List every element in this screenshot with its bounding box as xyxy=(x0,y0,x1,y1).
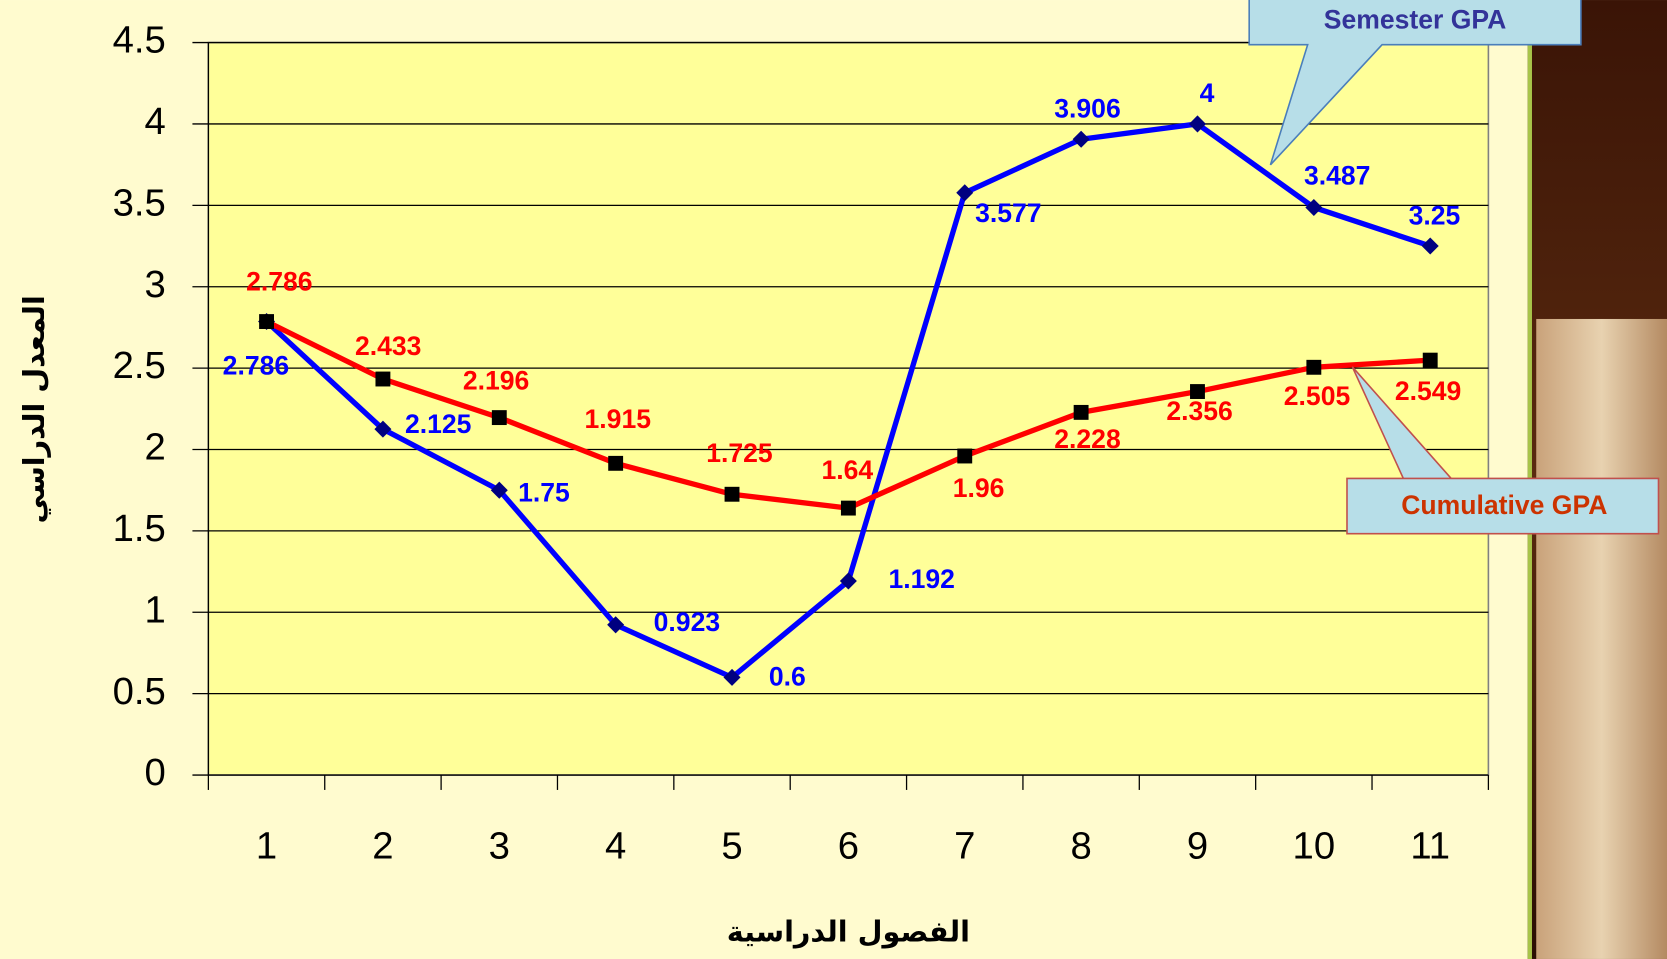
x-tick-label: 5 xyxy=(721,825,742,868)
value-label: 1.96 xyxy=(953,473,1005,503)
value-label: 1.64 xyxy=(821,455,873,485)
value-label: 0.923 xyxy=(654,607,720,637)
y-tick-label: 4 xyxy=(145,100,166,143)
y-tick-label: 0.5 xyxy=(113,670,166,713)
value-label: 0.6 xyxy=(769,661,806,691)
y-tick-label: 1.5 xyxy=(113,507,166,550)
y-tick-label: 3 xyxy=(145,263,166,306)
marker xyxy=(375,372,390,387)
value-label: 3.25 xyxy=(1409,200,1461,230)
series-name: Semester GPA xyxy=(1324,4,1507,34)
y-tick-label: 2.5 xyxy=(113,344,166,387)
value-label: 2.786 xyxy=(223,350,289,380)
x-tick-label: 6 xyxy=(838,825,859,868)
y-axis-title: المعدل الدراسي xyxy=(17,295,51,523)
marker xyxy=(492,410,507,425)
value-label: 2.125 xyxy=(405,409,472,439)
x-tick-label: 2 xyxy=(372,825,393,868)
value-label: 2.196 xyxy=(463,366,529,396)
x-tick-label: 10 xyxy=(1293,825,1336,868)
marker xyxy=(608,456,623,471)
value-label: 4 xyxy=(1200,78,1215,108)
value-label: 1.725 xyxy=(706,438,773,468)
y-tick-label: 2 xyxy=(145,426,166,469)
value-label: 2.228 xyxy=(1054,424,1120,454)
x-tick-label: 11 xyxy=(1410,825,1450,868)
value-label: 2.433 xyxy=(355,331,421,361)
value-label: 2.786 xyxy=(246,266,312,296)
value-label: 3.487 xyxy=(1304,161,1370,191)
x-axis-title: الفصول الدراسية xyxy=(727,914,970,948)
value-label: 2.356 xyxy=(1166,396,1232,426)
marker xyxy=(1423,353,1438,368)
value-label: 2.505 xyxy=(1284,381,1351,411)
x-tick-label: 3 xyxy=(489,825,510,868)
x-tick-label: 8 xyxy=(1070,825,1091,868)
y-tick-label: 4.5 xyxy=(113,19,166,62)
y-tick-label: 1 xyxy=(145,588,166,631)
marker xyxy=(841,501,856,516)
value-label: 3.906 xyxy=(1054,94,1120,124)
marker xyxy=(1306,360,1321,375)
value-label: 1.192 xyxy=(888,564,954,594)
marker xyxy=(957,449,972,464)
value-label: 1.915 xyxy=(585,404,652,434)
x-tick-label: 7 xyxy=(954,825,975,868)
value-label: 3.577 xyxy=(975,198,1041,228)
photo-tower xyxy=(1536,319,1667,959)
y-tick-label: 3.5 xyxy=(113,181,166,224)
value-label: 1.75 xyxy=(518,477,570,507)
marker xyxy=(725,487,740,502)
marker xyxy=(1074,405,1089,420)
series-name: Cumulative GPA xyxy=(1401,490,1607,520)
page: 2.786 2.125 1.75 0.923 0.6 1.192 3.577 3.906 4 3.… xyxy=(0,0,1667,959)
y-tick-label: 0 xyxy=(145,751,166,794)
x-tick-label: 9 xyxy=(1187,825,1208,868)
value-label: 2.549 xyxy=(1395,376,1461,406)
marker xyxy=(259,314,274,329)
chart: 2.786 2.125 1.75 0.923 0.6 1.192 3.577 3.906 4 3.… xyxy=(0,0,1667,959)
x-tick-label: 1 xyxy=(256,825,277,868)
x-tick-label: 4 xyxy=(605,825,626,868)
